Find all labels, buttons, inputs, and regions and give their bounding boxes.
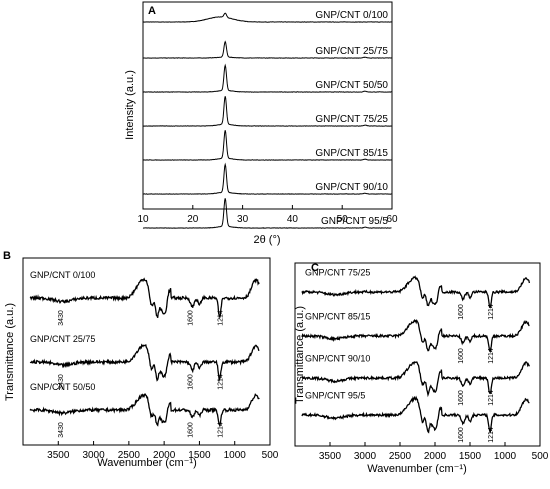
peak-annotation-1214: 1214 bbox=[218, 374, 225, 390]
peak-annotation-1600: 1600 bbox=[458, 390, 465, 406]
x-tick-label: 3500 bbox=[47, 450, 70, 461]
series-label-gnp-cnt-90-10: GNP/CNT 90/10 bbox=[305, 354, 370, 364]
panel-a-letter: A bbox=[148, 5, 156, 17]
x-tick-label: 3000 bbox=[354, 451, 377, 462]
panel-a-x-label: 2θ (°) bbox=[253, 234, 280, 246]
peak-annotation-1214: 1214 bbox=[488, 348, 495, 364]
panel-c-frame bbox=[294, 262, 541, 447]
peak-annotation-1600: 1600 bbox=[458, 348, 465, 364]
series-line-gnp-cnt-0-100 bbox=[142, 12, 392, 23]
peak-annotation-3430: 3430 bbox=[58, 310, 65, 326]
x-tick-label: 500 bbox=[262, 450, 279, 461]
series-label-gnp-cnt-0-100: GNP/CNT 0/100 bbox=[30, 270, 95, 280]
series-label-gnp-cnt-25-75: GNP/CNT 25/75 bbox=[30, 334, 95, 344]
peak-annotation-1600: 1600 bbox=[458, 304, 465, 320]
series-line-gnp-cnt-50-50 bbox=[142, 63, 392, 93]
x-tick-label: 3500 bbox=[319, 451, 342, 462]
panel-b: B GNP/CNT 0/100 3430 1600 1214 GNP/CNT 25/75… bbox=[3, 250, 279, 469]
series-line-gnp-cnt-75-25 bbox=[301, 275, 531, 309]
x-tick-label: 500 bbox=[532, 451, 549, 462]
series-line-gnp-cnt-85-15 bbox=[142, 130, 392, 161]
series-line-gnp-cnt-95-5 bbox=[301, 395, 530, 434]
series-line-gnp-cnt-85-15 bbox=[301, 318, 530, 353]
series-label-gnp-cnt-90-10: GNP/CNT 90/10 bbox=[315, 182, 388, 193]
peak-annotation-1600: 1600 bbox=[187, 374, 194, 390]
peak-annotation-1600: 1600 bbox=[458, 427, 465, 443]
x-tick-label: 1000 bbox=[494, 451, 517, 462]
series-line-gnp-cnt-0-100 bbox=[29, 277, 260, 320]
x-tick-label: 3000 bbox=[82, 450, 105, 461]
series-label-gnp-cnt-50-50: GNP/CNT 50/50 bbox=[315, 80, 388, 91]
series-line-gnp-cnt-90-10 bbox=[143, 162, 392, 195]
x-tick-label: 1000 bbox=[224, 450, 247, 461]
x-tick-label: 2000 bbox=[424, 451, 447, 462]
peak-annotation-3430: 3430 bbox=[58, 422, 65, 438]
series-label-gnp-cnt-95-5: GNP/CNT 95/5 bbox=[321, 216, 388, 227]
x-tick-label: 2500 bbox=[389, 451, 412, 462]
series-line-gnp-cnt-95-5 bbox=[142, 198, 392, 229]
panel-c-y-label: Transmittance (a.u.) bbox=[294, 306, 306, 404]
peak-annotation-1214: 1214 bbox=[488, 304, 495, 320]
panel-c-x-ticks: 3500 3000 2500 2000 1500 1000 500 bbox=[319, 442, 549, 462]
panel-a-y-label: Intensity (a.u.) bbox=[124, 70, 136, 140]
panel-c-letter: C bbox=[311, 262, 319, 274]
x-tick-label: 40 bbox=[287, 214, 299, 225]
series-label-gnp-cnt-95-5: GNP/CNT 95/5 bbox=[305, 391, 365, 401]
series-label-gnp-cnt-85-15: GNP/CNT 85/15 bbox=[315, 148, 388, 159]
panel-c-x-label: Wavenumber (cm⁻¹) bbox=[367, 463, 467, 475]
peak-annotation-1214: 1214 bbox=[488, 427, 495, 443]
series-line-gnp-cnt-75-25 bbox=[142, 96, 392, 127]
peak-annotation-1214: 1214 bbox=[218, 310, 225, 326]
panel-a-curves: GNP/CNT 0/100 GNP/CNT 25/75 GNP/CNT 50/50 G… bbox=[142, 10, 392, 229]
panel-b-x-label: Wavenumber (cm⁻¹) bbox=[97, 457, 197, 469]
panel-a: A GNP/CNT 0/100 GNP/CNT 25/75 GNP/CNT 50/5… bbox=[124, 1, 398, 246]
x-tick-label: 50 bbox=[337, 214, 349, 225]
peak-annotation-3430: 3430 bbox=[58, 374, 65, 390]
series-label-gnp-cnt-75-25: GNP/CNT 75/25 bbox=[305, 268, 370, 278]
peak-annotation-1214: 1214 bbox=[218, 422, 225, 438]
series-label-gnp-cnt-50-50: GNP/CNT 50/50 bbox=[30, 382, 95, 392]
panel-b-x-ticks: 3500 3000 2500 2000 1500 1000 500 bbox=[47, 441, 279, 461]
series-label-gnp-cnt-25-75: GNP/CNT 25/75 bbox=[315, 46, 388, 57]
series-label-gnp-cnt-75-25: GNP/CNT 75/25 bbox=[315, 114, 388, 125]
x-tick-label: 30 bbox=[237, 214, 249, 225]
series-line-gnp-cnt-25-75 bbox=[142, 40, 392, 59]
x-tick-label: 20 bbox=[187, 214, 199, 225]
x-tick-label: 10 bbox=[137, 214, 149, 225]
peak-annotation-1600: 1600 bbox=[187, 422, 194, 438]
x-tick-label: 1500 bbox=[188, 450, 211, 461]
series-line-gnp-cnt-25-75 bbox=[29, 343, 260, 383]
series-line-gnp-cnt-50-50 bbox=[29, 393, 260, 428]
series-label-gnp-cnt-0-100: GNP/CNT 0/100 bbox=[315, 10, 388, 21]
series-label-gnp-cnt-85-15: GNP/CNT 85/15 bbox=[305, 312, 370, 322]
panel-b-curves: GNP/CNT 0/100 3430 1600 1214 GNP/CNT 25/75 34… bbox=[29, 270, 260, 438]
panel-c-curves: GNP/CNT 75/25 1600 1214 GNP/CNT 85/15 1600 12… bbox=[301, 268, 531, 443]
peak-annotation-1600: 1600 bbox=[187, 310, 194, 326]
panel-a-frame bbox=[142, 1, 393, 210]
x-tick-label: 60 bbox=[386, 214, 398, 225]
panel-a-x-ticks: 10 20 30 40 50 60 bbox=[137, 205, 398, 225]
x-tick-label: 1500 bbox=[459, 451, 482, 462]
panel-c: C GNP/CNT 75/25 1600 1214 GNP/CNT 85/15 1600… bbox=[294, 262, 549, 475]
x-tick-label: 2000 bbox=[153, 450, 176, 461]
x-tick-label: 2500 bbox=[118, 450, 141, 461]
panel-b-letter: B bbox=[3, 250, 11, 262]
peak-annotation-1214: 1214 bbox=[488, 390, 495, 406]
panel-b-y-label: Transmittance (a.u.) bbox=[4, 303, 16, 401]
panel-b-frame bbox=[22, 257, 271, 446]
series-line-gnp-cnt-90-10 bbox=[301, 360, 530, 398]
